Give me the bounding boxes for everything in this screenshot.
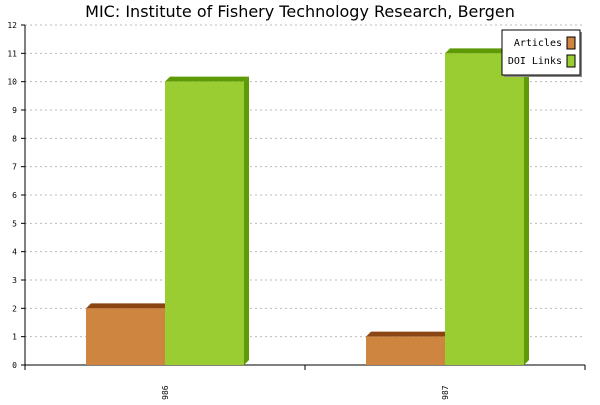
y-tick-label: 9 (12, 106, 17, 115)
bar-side (524, 48, 529, 365)
y-tick-label: 2 (12, 304, 17, 313)
legend-swatch (566, 54, 576, 68)
bar-side (244, 76, 249, 366)
bar (86, 308, 165, 365)
chart-title: MIC: Institute of Fishery Technology Res… (85, 2, 515, 21)
y-tick-label: 10 (7, 78, 17, 87)
legend: Articles DOI Links (501, 29, 582, 77)
y-tick-label: 3 (12, 276, 17, 285)
x-tick-label: 1987 (441, 385, 450, 400)
bar-top (165, 76, 249, 82)
x-tick-label: 1986 (161, 385, 170, 400)
bars (86, 48, 529, 366)
legend-label: Articles (514, 38, 562, 49)
y-tick-label: 7 (12, 163, 17, 172)
y-tick-label: 0 (12, 361, 17, 370)
legend-label: DOI Links (508, 56, 562, 67)
bar (366, 336, 445, 365)
y-tick-label: 1 (12, 333, 17, 342)
y-tick-label: 8 (12, 134, 17, 143)
y-tick-label: 12 (7, 21, 17, 30)
bar-top (366, 331, 450, 337)
legend-swatch (566, 36, 576, 50)
bar-top (86, 303, 170, 309)
y-tick-label: 4 (12, 248, 17, 257)
y-tick-label: 6 (12, 191, 17, 200)
bar (165, 81, 244, 366)
y-tick-label: 5 (12, 219, 17, 228)
bar (445, 53, 524, 365)
y-tick-label: 11 (7, 49, 17, 58)
